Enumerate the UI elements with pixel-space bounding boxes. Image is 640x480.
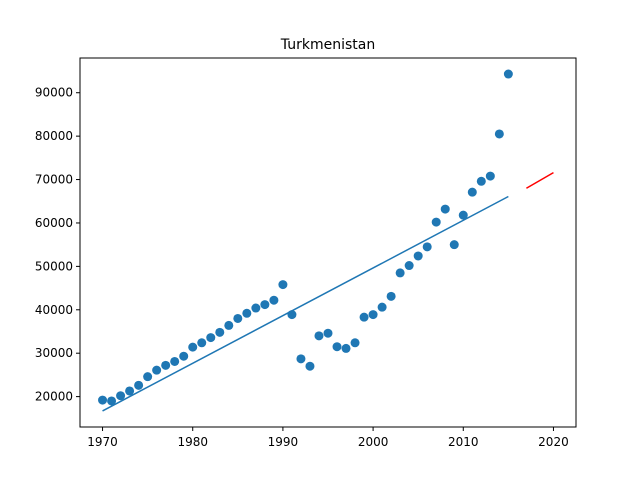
y-tick-label: 40000 — [35, 303, 73, 317]
x-tick-label: 2010 — [448, 435, 479, 449]
data-point — [107, 396, 117, 406]
chart-title: Turkmenistan — [280, 37, 375, 53]
x-tick-label: 2000 — [358, 435, 389, 449]
plot-area — [98, 69, 554, 412]
data-point — [305, 361, 315, 371]
data-point — [242, 308, 252, 318]
forecast-line — [526, 171, 554, 189]
data-point — [134, 380, 144, 390]
data-point — [467, 187, 477, 197]
data-point — [278, 280, 288, 290]
data-point — [422, 242, 432, 252]
x-tick-label: 1980 — [177, 435, 208, 449]
y-tick-label: 80000 — [35, 129, 73, 143]
data-point — [476, 176, 486, 186]
data-point — [341, 343, 351, 353]
trend-line — [102, 195, 509, 412]
data-point — [503, 69, 513, 79]
data-point — [395, 268, 405, 278]
x-tick-label: 1970 — [87, 435, 118, 449]
data-point — [188, 342, 198, 352]
data-point — [431, 217, 441, 227]
data-point — [323, 328, 333, 338]
data-point — [215, 327, 225, 337]
y-tick-label: 60000 — [35, 216, 73, 230]
data-point — [269, 295, 279, 305]
data-point — [350, 338, 360, 348]
data-point — [251, 303, 261, 313]
axes-frame — [79, 57, 577, 428]
data-point — [458, 210, 468, 220]
data-point — [485, 171, 495, 181]
data-point — [413, 251, 423, 261]
data-point — [125, 386, 135, 396]
y-tick-label: 20000 — [35, 390, 73, 404]
data-point — [359, 312, 369, 322]
data-point — [440, 204, 450, 214]
x-tick-label: 2020 — [538, 435, 569, 449]
data-point — [197, 338, 207, 348]
data-point — [494, 129, 504, 139]
data-point — [314, 331, 324, 341]
data-point — [332, 342, 342, 352]
data-point — [161, 360, 171, 370]
data-point — [179, 351, 189, 361]
data-point — [233, 313, 243, 323]
y-tick-label: 30000 — [35, 346, 73, 360]
axes-ticks: 1970 1980 1990 2000 2010 2020 20000 30000 40000 5… — [35, 86, 569, 449]
y-tick-label: 90000 — [35, 86, 73, 100]
data-point — [143, 372, 153, 382]
y-tick-label: 50000 — [35, 259, 73, 273]
data-point — [98, 395, 108, 405]
data-point — [377, 302, 387, 312]
data-point — [386, 291, 396, 301]
y-tick-label: 70000 — [35, 173, 73, 187]
data-point — [224, 320, 234, 330]
data-point — [296, 354, 306, 364]
data-point — [368, 310, 378, 320]
data-point — [404, 261, 414, 271]
data-point — [116, 391, 126, 401]
data-point — [449, 240, 459, 250]
data-point — [260, 300, 270, 310]
data-point — [287, 310, 297, 320]
data-point — [170, 356, 180, 366]
data-point — [206, 333, 216, 343]
data-point — [152, 365, 162, 375]
x-tick-label: 1990 — [268, 435, 299, 449]
